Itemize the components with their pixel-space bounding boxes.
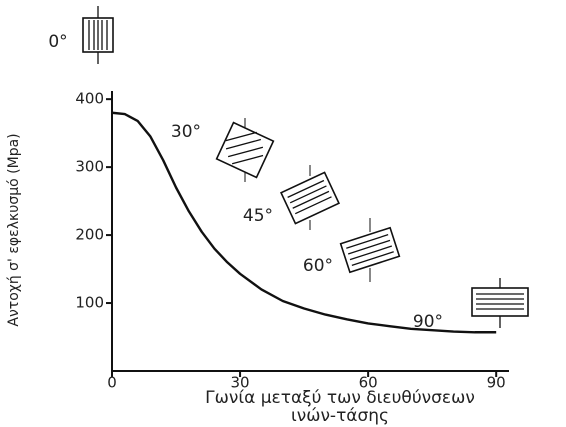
x-tick-label: 90 <box>487 374 506 392</box>
specimen-icon <box>472 278 528 328</box>
specimen-icon <box>341 228 400 273</box>
annotation: 45° <box>243 206 273 226</box>
annotation: 90° <box>413 312 443 332</box>
annotation: 0° <box>48 32 67 52</box>
specimen-icon <box>217 122 274 178</box>
curve <box>112 113 496 333</box>
x-tick-label: 0 <box>107 374 117 392</box>
y-axis-label: Αντοχή σ' εφελκυσμό (Mpa) <box>6 133 22 326</box>
x-tick-label: 60 <box>359 374 378 392</box>
specimen-icon <box>83 6 113 64</box>
annotation: 30° <box>171 122 201 142</box>
specimen-icon <box>281 172 339 223</box>
x-tick-label: 30 <box>231 374 250 392</box>
y-tick-label: 400 <box>75 90 104 108</box>
y-tick-label: 100 <box>75 294 104 312</box>
chart: Αντοχή σ' εφελκυσμό (Mpa) Γωνία μεταξύ τ… <box>0 0 566 427</box>
x-axis-label: ινών-τάσης <box>291 406 389 426</box>
y-tick-label: 200 <box>75 226 104 244</box>
y-tick-label: 300 <box>75 158 104 176</box>
annotation: 60° <box>303 256 333 276</box>
